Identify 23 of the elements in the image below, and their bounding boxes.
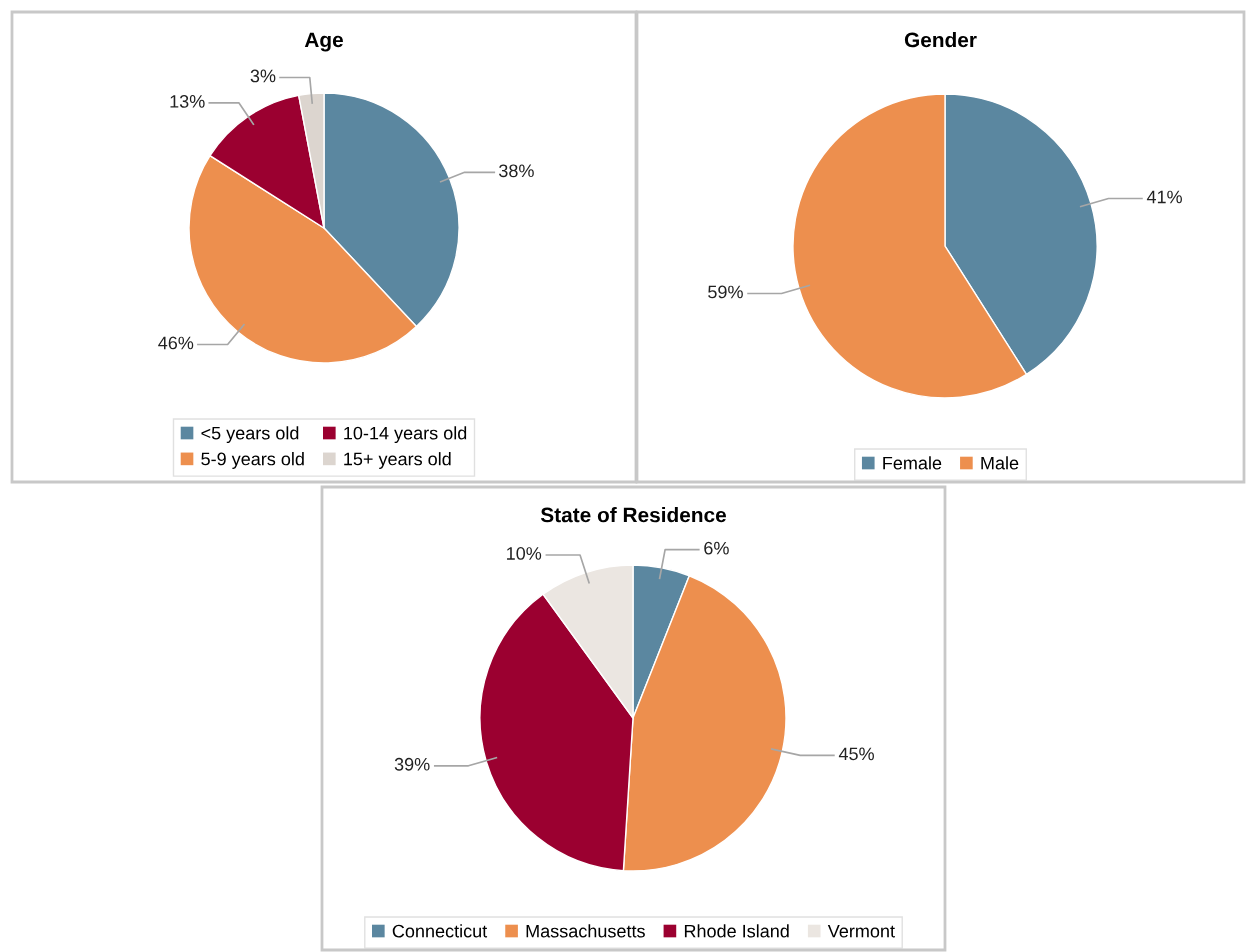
legend-label: Female <box>883 456 942 470</box>
data-label: 10% <box>507 547 542 560</box>
data-label: 38% <box>499 164 534 178</box>
data-label: 59% <box>708 285 743 299</box>
data-label: 6% <box>704 541 729 555</box>
legend-label: Rhode Island <box>684 924 789 938</box>
data-label: 3% <box>250 69 276 83</box>
chart-title: Gender <box>904 32 977 48</box>
legend-label: Massachusetts <box>526 924 645 938</box>
data-label: 46% <box>158 336 194 350</box>
chart-title: Age <box>304 32 343 52</box>
legend-label: 10-14 years old <box>344 426 467 444</box>
data-label: 45% <box>838 747 874 761</box>
legend-label: 5-9 years old <box>201 452 304 469</box>
legend-label: Connecticut <box>392 924 488 938</box>
data-label: 13% <box>170 95 205 108</box>
legend-label: Vermont <box>827 924 895 938</box>
chart-title: State of Residence <box>540 507 726 523</box>
legend-label: Male <box>981 456 1019 470</box>
data-label: 39% <box>394 757 430 771</box>
legend-label: <5 years old <box>201 426 299 444</box>
data-label: 41% <box>1146 190 1182 204</box>
legend-label: 15+ years old <box>344 452 451 469</box>
